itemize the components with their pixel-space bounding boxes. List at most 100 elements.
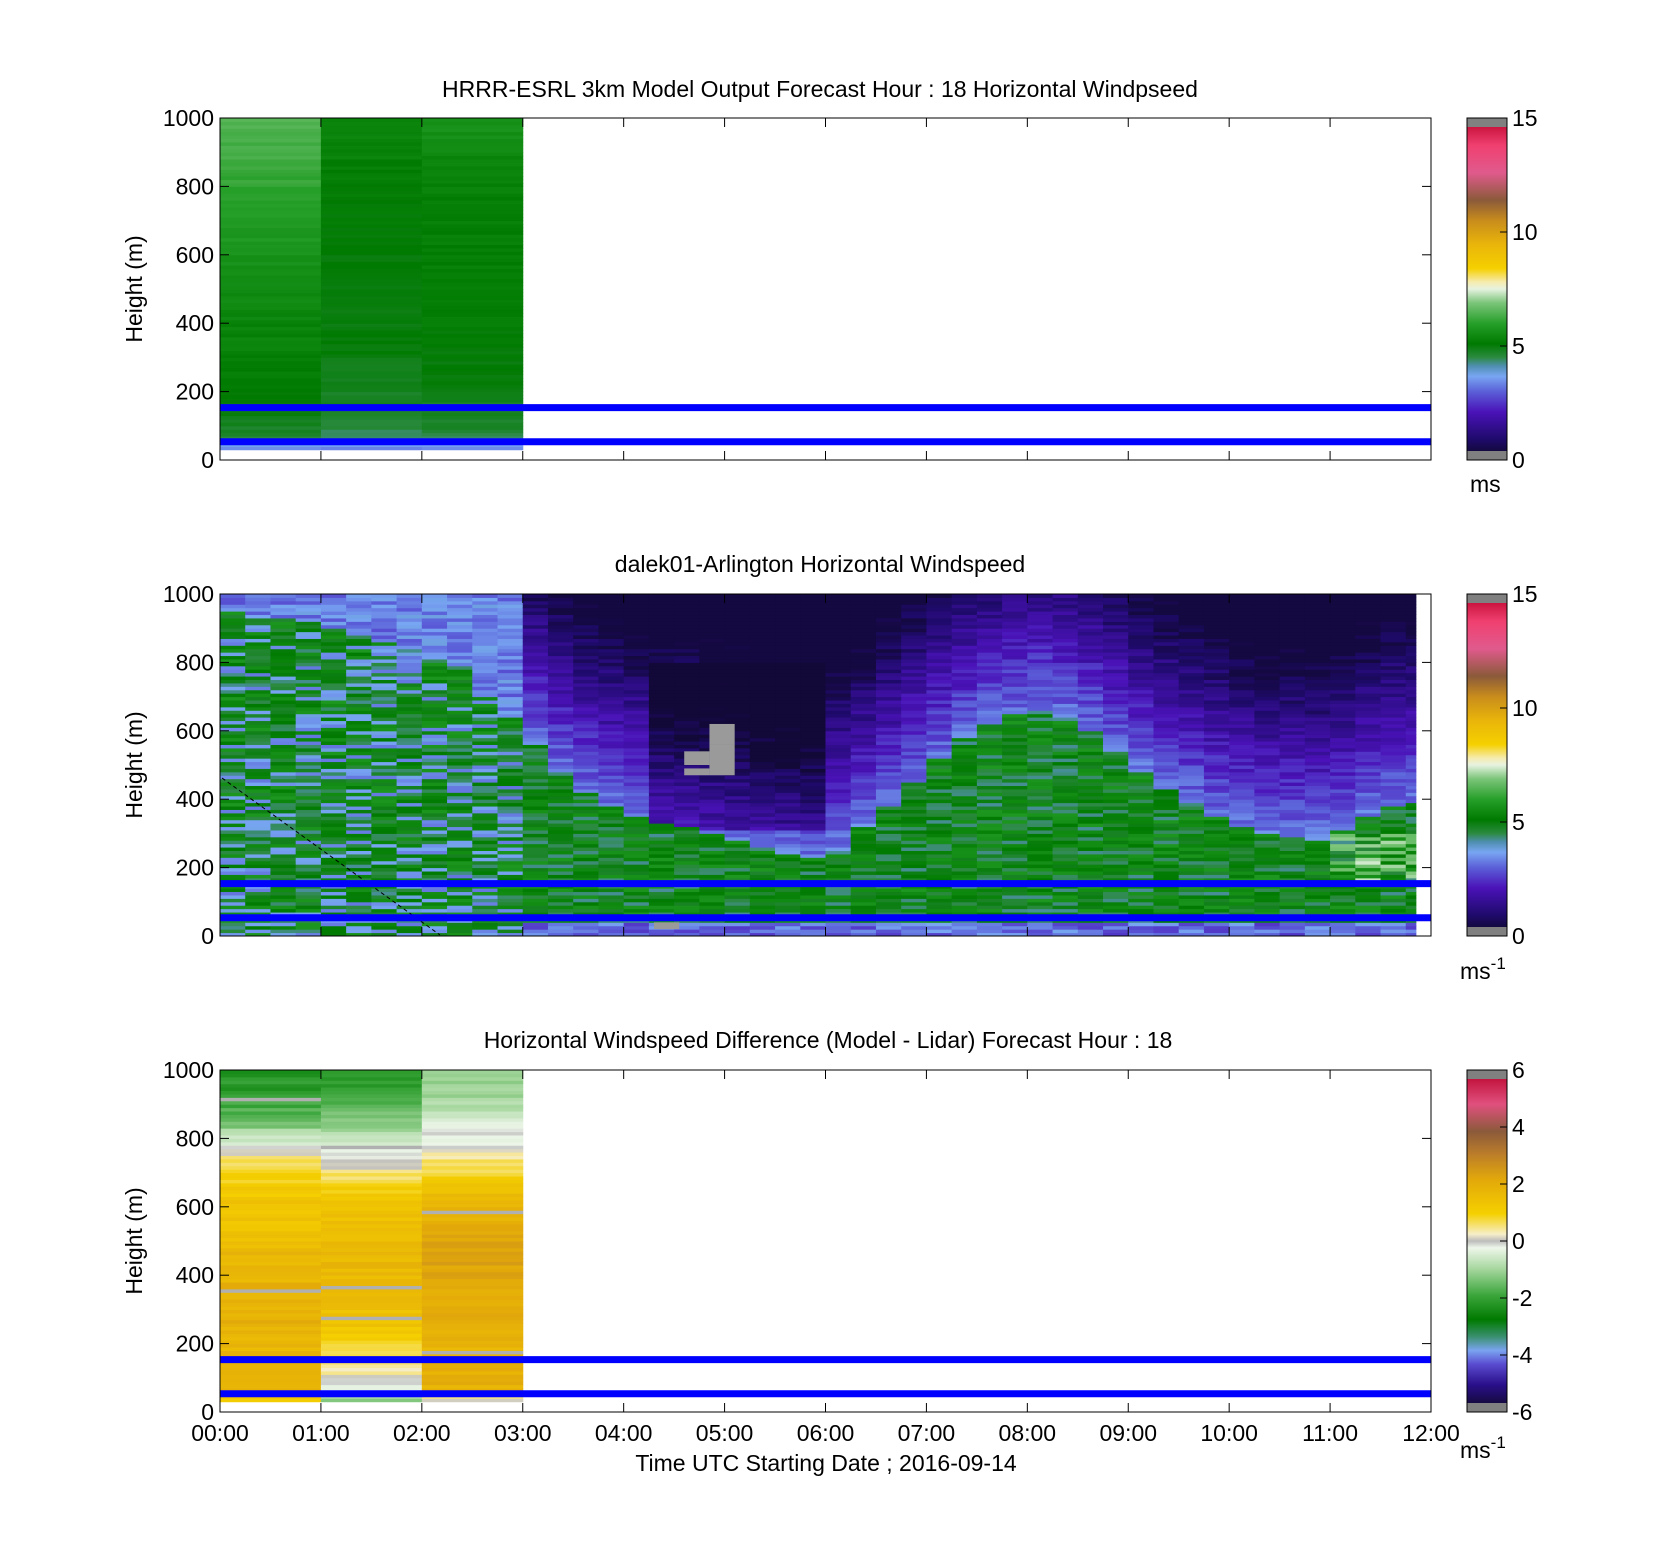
heatmap-cell — [1077, 857, 1104, 862]
heatmap-cell — [623, 631, 650, 636]
heatmap-cell — [1330, 894, 1356, 899]
heatmap-cell — [1304, 751, 1331, 756]
heatmap-cell — [976, 744, 1003, 749]
heatmap-cell — [951, 607, 978, 612]
heatmap-cell — [447, 758, 473, 763]
heatmap-cell — [724, 658, 751, 663]
heatmap-cell — [598, 737, 625, 742]
heatmap-cell — [547, 768, 574, 773]
heatmap-cell — [1355, 652, 1382, 657]
heatmap-cell — [749, 676, 776, 680]
heatmap-cell — [1077, 744, 1104, 749]
heatmap-cell — [1178, 809, 1205, 814]
heatmap-cell — [421, 292, 524, 297]
heatmap-cell — [598, 867, 625, 872]
heatmap-cell — [674, 672, 700, 677]
heatmap-cell — [1254, 717, 1281, 722]
heatmap-cell — [421, 799, 448, 804]
heatmap-cell — [976, 864, 1003, 869]
heatmap-cell — [1077, 905, 1104, 910]
heatmap-cell — [396, 929, 423, 934]
heatmap-cell — [1279, 833, 1306, 838]
heatmap-cell — [901, 809, 927, 814]
heatmap-cell — [648, 929, 675, 934]
heatmap-cell — [245, 676, 271, 680]
heatmap-cell — [447, 843, 473, 848]
heatmap-cell — [1203, 614, 1230, 619]
heatmap-cell — [825, 744, 852, 749]
heatmap-cell — [371, 594, 398, 598]
heatmap-cell — [951, 809, 978, 814]
heatmap-cell — [320, 676, 347, 680]
heatmap-cell — [800, 607, 826, 612]
heatmap-cell — [1052, 891, 1079, 896]
heatmap-cell — [320, 853, 347, 858]
heatmap-cell — [1077, 785, 1104, 790]
heatmap-cell — [1103, 795, 1129, 800]
heatmap-cell — [1279, 703, 1306, 708]
heatmap-cell — [623, 823, 650, 828]
heatmap-cell — [1153, 751, 1180, 756]
heatmap-cell — [875, 877, 902, 882]
heatmap-cell — [320, 347, 423, 352]
heatmap-cell — [346, 655, 372, 660]
heatmap-cell — [1304, 652, 1331, 657]
heatmap-cell — [1052, 857, 1079, 862]
heatmap-cell — [951, 758, 978, 763]
heatmap-cell — [749, 905, 776, 910]
heatmap-cell — [1254, 905, 1281, 910]
heatmap-cell — [1279, 734, 1306, 739]
heatmap-cell — [220, 388, 322, 393]
heatmap-cell — [1380, 922, 1407, 927]
heatmap-cell — [320, 617, 347, 622]
heatmap-cell — [573, 765, 599, 769]
heatmap-cell — [1304, 737, 1331, 742]
heatmap-cell — [472, 905, 499, 910]
heatmap-cell — [1077, 809, 1104, 814]
heatmap-cell — [1355, 922, 1382, 927]
heatmap-cell — [850, 795, 877, 800]
heatmap-cell — [320, 888, 347, 893]
heatmap-cell — [825, 754, 852, 759]
heatmap-cell — [245, 655, 271, 660]
heatmap-cell — [447, 734, 473, 739]
heatmap-cell — [1229, 604, 1255, 609]
heatmap-cell — [1128, 816, 1154, 821]
heatmap-cell — [1077, 689, 1104, 694]
heatmap-cell — [1203, 645, 1230, 650]
heatmap-cell — [648, 717, 675, 722]
heatmap-cell — [1279, 898, 1306, 903]
heatmap-cell — [775, 624, 801, 629]
heatmap-cell — [447, 864, 473, 869]
heatmap-cell — [1203, 925, 1230, 930]
heatmap-cell — [1355, 734, 1382, 739]
heatmap-cell — [421, 295, 524, 300]
heatmap-cell — [648, 607, 675, 612]
heatmap-cell — [1002, 713, 1028, 718]
heatmap-cell — [421, 908, 448, 913]
heatmap-cell — [1052, 672, 1079, 677]
heatmap-cell — [371, 799, 398, 804]
heatmap-cell — [547, 840, 574, 845]
heatmap-cell — [1153, 877, 1180, 882]
heatmap-cell — [1254, 679, 1281, 684]
heatmap-cell — [547, 665, 574, 670]
heatmap-cell — [447, 706, 473, 711]
heatmap-cell — [1229, 922, 1255, 927]
heatmap-cell — [573, 734, 599, 739]
heatmap-cell — [1229, 853, 1255, 858]
heatmap-cell — [220, 737, 246, 742]
heatmap-cell — [220, 853, 246, 858]
heatmap-cell — [447, 795, 473, 800]
heatmap-cell — [1380, 901, 1407, 906]
heatmap-cell — [1203, 898, 1230, 903]
heatmap-cell — [270, 689, 297, 694]
heatmap-cell — [1254, 847, 1281, 851]
heatmap-cell — [220, 700, 246, 704]
heatmap-cell — [1380, 891, 1407, 896]
heatmap-cell — [648, 768, 675, 773]
heatmap-cell — [295, 741, 322, 745]
heatmap-cell — [850, 922, 877, 927]
heatmap-cell — [573, 624, 599, 629]
heatmap-cell — [598, 788, 625, 793]
